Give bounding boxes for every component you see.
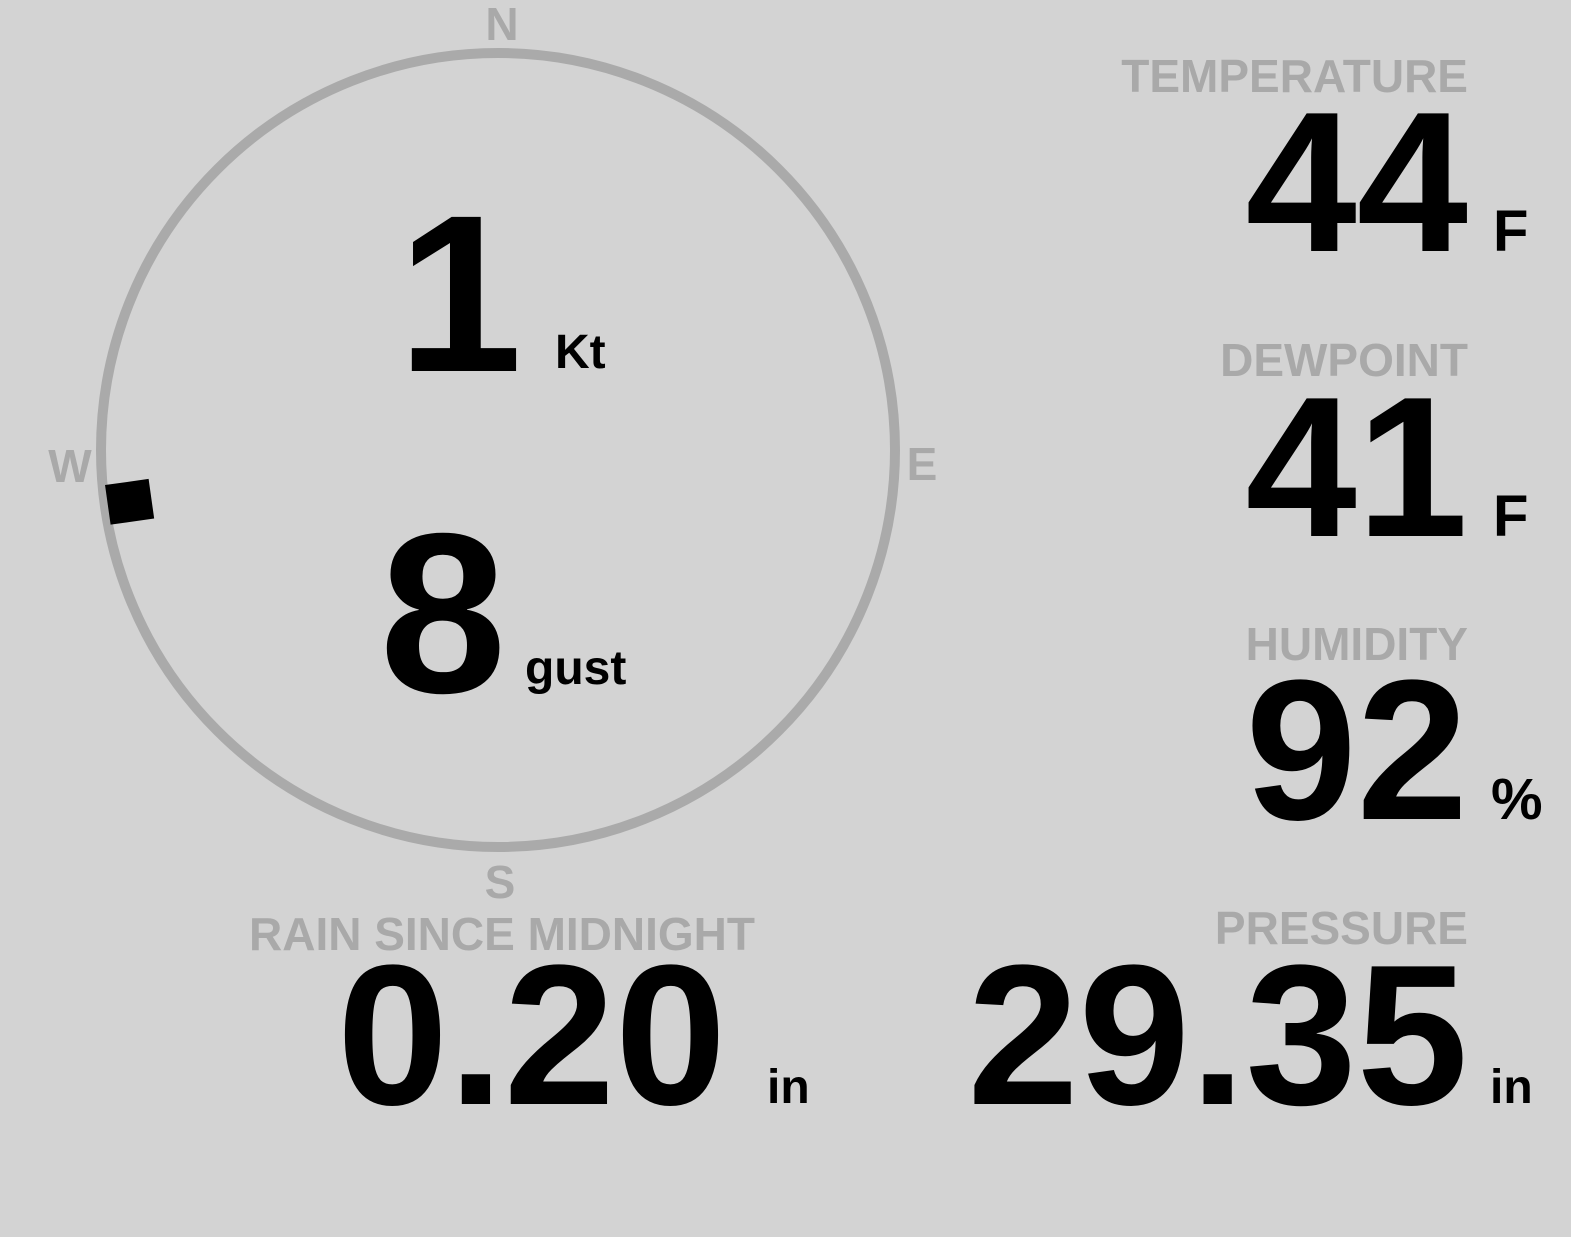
dewpoint-label: DEWPOINT [1220, 334, 1468, 386]
compass-south: S [484, 856, 516, 908]
dewpoint-value: 41 [1245, 356, 1468, 579]
wind-speed-value: 1 [397, 169, 523, 419]
pressure-value: 29.35 [967, 924, 1469, 1147]
wind-gust-value: 8 [379, 487, 507, 741]
pressure-unit: in [1490, 1061, 1533, 1114]
rain-label: RAIN SINCE MIDNIGHT [249, 908, 755, 960]
humidity-unit: % [1491, 767, 1543, 832]
pressure-label: PRESSURE [1214, 902, 1468, 954]
wind-speed-unit: Kt [555, 326, 606, 379]
wind-gust-unit: gust [525, 642, 627, 695]
compass-west: W [48, 440, 92, 492]
compass-east: E [906, 438, 938, 490]
wind-direction-indicator [105, 478, 155, 525]
humidity-label: HUMIDITY [1245, 618, 1468, 670]
rain-value: 0.20 [337, 924, 727, 1147]
dewpoint-unit: F [1493, 484, 1529, 549]
compass-north: N [485, 0, 519, 50]
temperature-unit: F [1493, 199, 1529, 264]
temperature-value: 44 [1245, 71, 1468, 294]
compass-ring [96, 48, 900, 852]
temperature-label: TEMPERATURE [1121, 50, 1468, 102]
humidity-value: 92 [1245, 639, 1468, 862]
rain-unit: in [767, 1061, 810, 1114]
